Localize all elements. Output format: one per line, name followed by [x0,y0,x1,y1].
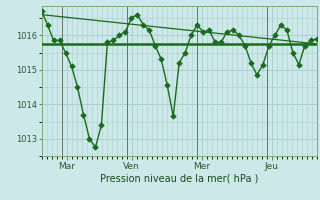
X-axis label: Pression niveau de la mer( hPa ): Pression niveau de la mer( hPa ) [100,173,258,183]
